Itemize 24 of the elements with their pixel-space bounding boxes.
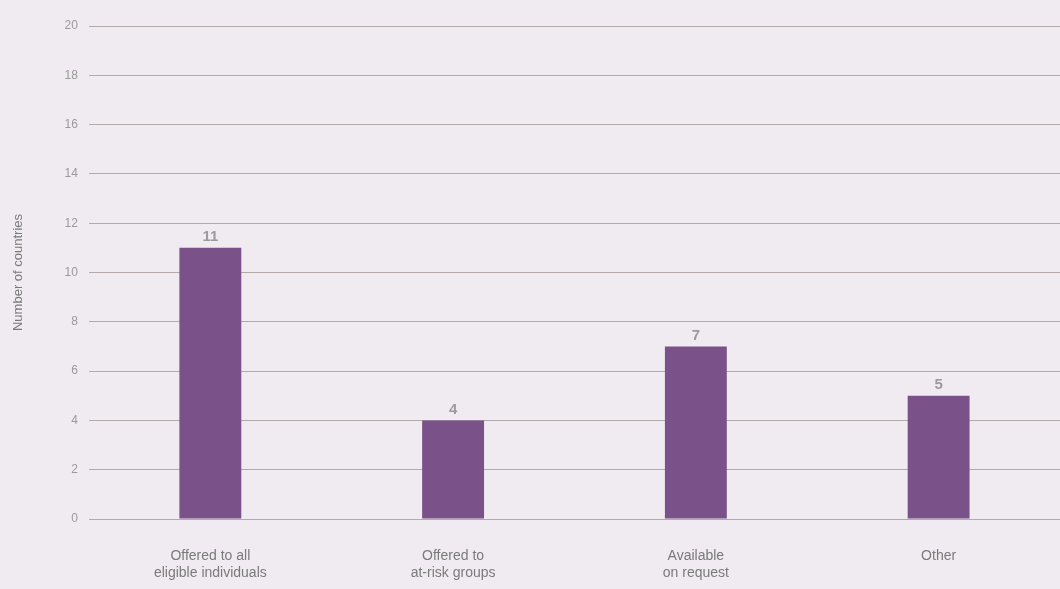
y-tick-label: 16 (64, 116, 79, 131)
data-label: 7 (691, 326, 701, 344)
y-tick-label: 6 (71, 363, 79, 378)
bar (179, 247, 242, 519)
data-label: 5 (934, 375, 943, 393)
x-tick-label: Other (921, 546, 957, 563)
x-tick-label: Offered to at-risk groups (410, 546, 496, 581)
x-tick-label: Available on request (662, 546, 730, 581)
bar (664, 346, 727, 519)
y-tick-label: 2 (71, 462, 79, 477)
bar (907, 395, 970, 519)
y-tick-label: 20 (64, 18, 79, 33)
x-tick-label: Offered to all eligible individuals (153, 546, 267, 581)
data-label: 11 (202, 227, 219, 245)
y-tick-label: 12 (64, 215, 79, 230)
y-tick-label: 10 (64, 264, 79, 279)
y-axis-title: Number of countries (10, 213, 26, 332)
bar (422, 420, 485, 519)
y-tick-label: 14 (64, 166, 79, 181)
data-label: 4 (448, 400, 458, 418)
y-tick-label: 18 (64, 67, 79, 82)
y-tick-label: 8 (71, 314, 79, 329)
y-tick-label: 0 (71, 511, 79, 526)
y-tick-label: 4 (71, 412, 79, 427)
